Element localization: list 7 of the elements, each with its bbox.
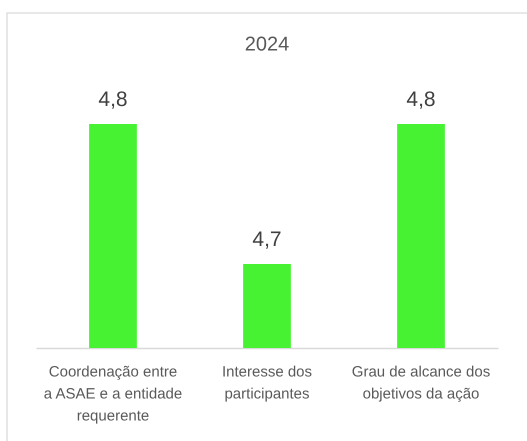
x-tick-label: Coordenação entre a ASAE e a entidade requerente <box>44 364 182 424</box>
x-tick-label: Grau de alcance dos objetivos da ação <box>352 364 490 402</box>
data-label: 4,8 <box>98 88 128 111</box>
chart-title: 2024 <box>244 33 290 56</box>
data-label: 4,7 <box>252 228 282 251</box>
x-tick-label: Interesse dos participantes <box>222 364 312 402</box>
data-label: 4,8 <box>406 88 436 111</box>
